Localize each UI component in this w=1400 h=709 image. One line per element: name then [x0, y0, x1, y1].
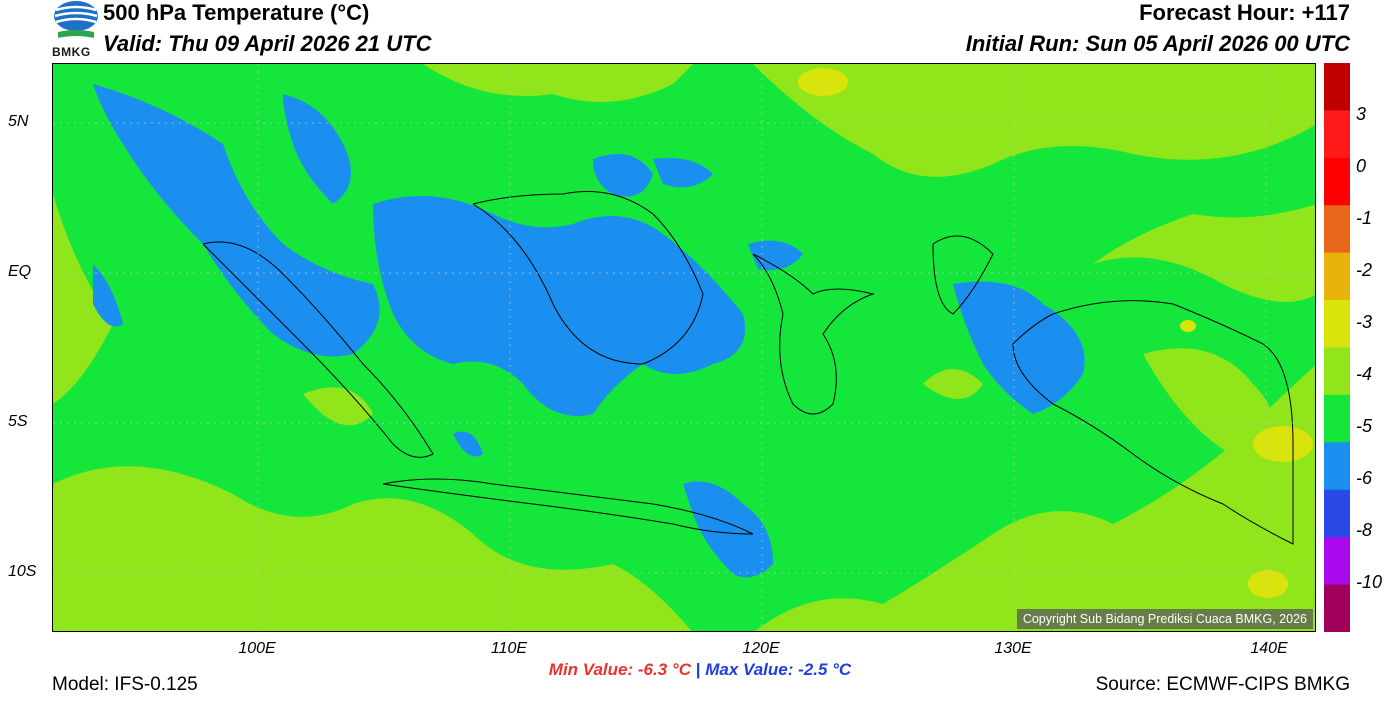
min-max-values: Min Value: -6.3 °C | Max Value: -2.5 °C: [0, 660, 1400, 680]
bmkg-logo: [54, 1, 98, 38]
colorbar-label: 3: [1356, 104, 1367, 124]
source-label: Source: ECMWF-CIPS BMKG: [1095, 674, 1350, 695]
colorbar-segment: [1324, 584, 1350, 632]
logo-text: BMKG: [52, 45, 91, 59]
colorbar-label: -5: [1356, 416, 1373, 436]
colorbar-label: -6: [1356, 468, 1373, 488]
valid-time: Valid: Thu 09 April 2026 21 UTC: [103, 31, 432, 56]
colorbar-label: -1: [1356, 208, 1373, 228]
colorbar-label: -8: [1356, 520, 1373, 540]
colorbar-label: -4: [1356, 364, 1373, 384]
colorbar-segment: [1324, 110, 1350, 159]
colorbar-segment: [1324, 442, 1350, 491]
lon-label-140e: 140E: [1250, 640, 1288, 657]
colorbar-segment: [1324, 300, 1350, 348]
model-label: Model: IFS-0.125: [52, 674, 198, 695]
lon-label-120e: 120E: [742, 640, 780, 657]
colorbar-segment: [1324, 205, 1350, 254]
colorbar-label: -2: [1356, 260, 1373, 280]
separator: |: [695, 660, 701, 679]
forecast-hour: Forecast Hour: +117: [1139, 0, 1350, 25]
temperature-map: Copyright Sub Bidang Prediksi Cuaca BMKG…: [52, 63, 1316, 632]
colorbar-segment: [1324, 63, 1350, 111]
lon-label-130e: 130E: [994, 640, 1032, 657]
lon-label-110e: 110E: [490, 640, 528, 657]
colorbar-label: -10: [1356, 572, 1383, 592]
min-value: Min Value: -6.3 °C: [548, 660, 691, 679]
lat-label-eq: EQ: [8, 263, 32, 280]
lon-label-100e: 100E: [238, 640, 276, 657]
initial-run: Initial Run: Sun 05 April 2026 00 UTC: [965, 31, 1350, 56]
colorbar-label: -3: [1356, 312, 1373, 332]
lat-label-10s: 10S: [8, 563, 37, 580]
colorbar-label: 0: [1356, 156, 1367, 176]
lat-label-5s: 5S: [8, 413, 28, 430]
colorbar-segment: [1324, 347, 1350, 396]
colorbar-segment: [1324, 394, 1350, 443]
copyright-notice: Copyright Sub Bidang Prediksi Cuaca BMKG…: [1016, 609, 1313, 629]
temperature-field: [53, 64, 1315, 631]
lat-label-5n: 5N: [8, 113, 29, 130]
colorbar-segment: [1324, 537, 1350, 586]
map-title: 500 hPa Temperature (°C): [103, 0, 370, 25]
max-value: Max Value: -2.5 °C: [705, 660, 852, 679]
colorbar: [1324, 63, 1350, 632]
colorbar-segment: [1324, 489, 1350, 538]
colorbar-segment: [1324, 157, 1350, 206]
colorbar-segment: [1324, 252, 1350, 301]
